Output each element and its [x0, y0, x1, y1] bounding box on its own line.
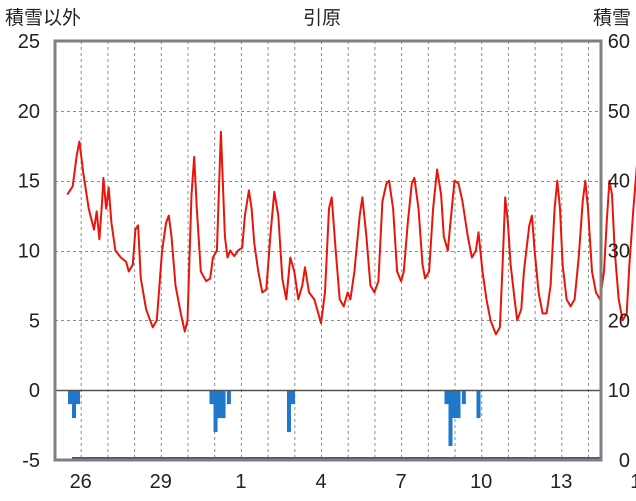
y-tick-label-right: 30	[608, 241, 630, 263]
precipitation-bar	[72, 390, 77, 419]
precipitation-bar	[76, 390, 81, 405]
y-tick-label-right: 10	[608, 380, 630, 402]
left-axis-label: 積雪以外	[5, 7, 81, 29]
x-tick-label: 13	[550, 471, 572, 493]
precipitation-bar	[476, 390, 481, 419]
chart-title: 引原	[303, 7, 341, 29]
precipitation-bar	[286, 390, 291, 433]
precipitation-bars	[68, 390, 481, 447]
precipitation-bar	[452, 390, 457, 419]
y-tick-label-left: 10	[18, 241, 40, 263]
x-tick-label: 1	[235, 471, 246, 493]
y-tick-label-left: -5	[22, 450, 40, 472]
y-tick-label-right: 0	[619, 450, 630, 472]
precipitation-bar	[444, 390, 449, 405]
x-tick-label: 7	[396, 471, 407, 493]
precipitation-bar	[290, 390, 295, 405]
y-tick-label-right: 50	[608, 101, 630, 123]
y-tick-label-left: 0	[29, 380, 40, 402]
precipitation-bar	[456, 390, 461, 419]
x-tick-label: 10	[470, 471, 492, 493]
x-tick-label: 16	[630, 471, 636, 493]
precipitation-bar	[68, 390, 73, 405]
left-axis-ticks: 25 20 15 10 5 0 -5	[18, 31, 40, 472]
plot-frame	[53, 39, 603, 462]
precipitation-bar	[213, 390, 218, 433]
right-axis-label: 積雪	[593, 7, 631, 29]
x-axis-ticks: 26291471013161922	[70, 471, 636, 493]
x-tick-label: 26	[70, 471, 92, 493]
precipitation-bar	[217, 390, 222, 419]
y-tick-label-right: 20	[608, 310, 630, 332]
precipitation-bar	[448, 390, 453, 447]
precipitation-bar	[209, 390, 214, 405]
y-tick-label-right: 60	[608, 31, 630, 53]
precipitation-bar	[221, 390, 226, 419]
precipitation-bar	[461, 390, 466, 405]
x-tick-label: 4	[315, 471, 326, 493]
y-tick-label-left: 5	[29, 310, 40, 332]
right-axis-ticks: 60 50 40 30 20 10 0	[608, 31, 630, 472]
x-tick-label: 29	[150, 471, 172, 493]
y-tick-label-left: 25	[18, 31, 40, 53]
precipitation-bar	[226, 390, 231, 405]
temperature-line	[66, 130, 636, 336]
y-tick-label-left: 20	[18, 101, 40, 123]
y-tick-label-left: 15	[18, 171, 40, 193]
y-tick-label-right: 40	[608, 171, 630, 193]
